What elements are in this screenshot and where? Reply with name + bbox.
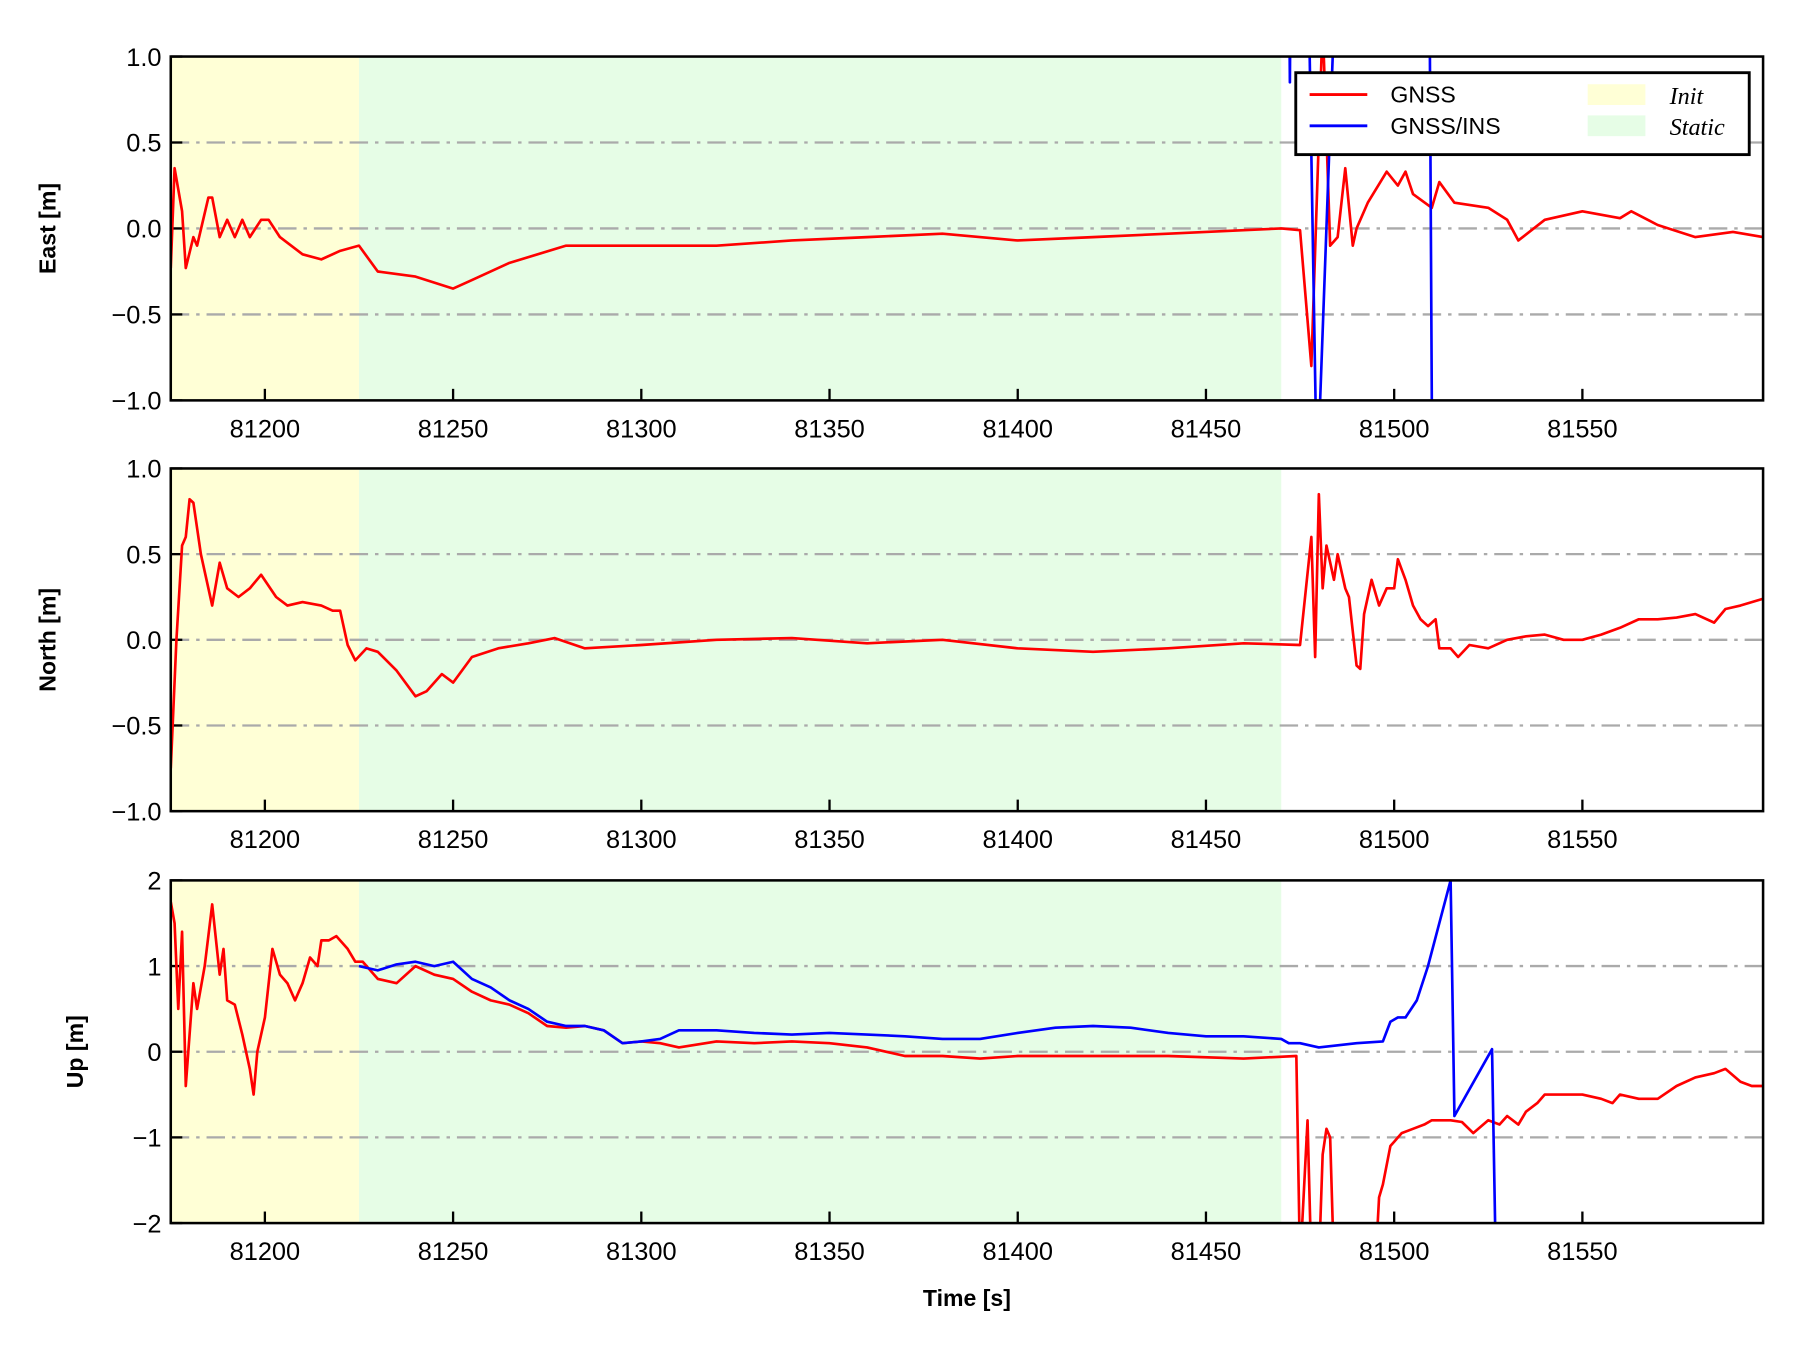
x-tick-label: 81250 <box>418 1238 489 1266</box>
legend-label-static: Static <box>1670 114 1725 141</box>
x-tick-label: 81400 <box>982 826 1053 854</box>
y-axis-label: East [m] <box>34 183 60 274</box>
x-tick-label: 81200 <box>230 415 301 443</box>
y-tick-label: −0.5 <box>111 302 161 330</box>
x-tick-label: 81500 <box>1359 826 1430 854</box>
x-tick-label: 81250 <box>418 415 489 443</box>
x-tick-label: 81300 <box>606 1238 677 1266</box>
x-tick-label: 81550 <box>1547 415 1618 443</box>
y-tick-label: 1.0 <box>126 44 161 72</box>
series-gnss-ins-line <box>358 880 1497 1224</box>
y-tick-label: 1.0 <box>126 456 161 484</box>
panel-1: 1.0 0.5 0.0 −0.5 −1.0 81200 81250 81300 81350 814… <box>34 456 1765 854</box>
plot-frame <box>169 879 1765 1225</box>
y-tick-label: −1 <box>133 1125 162 1153</box>
y-tick-label: −2 <box>133 1210 162 1238</box>
y-tick-label: 0 <box>147 1039 161 1067</box>
y-tick-label: 0.0 <box>126 216 161 244</box>
x-tick-label: 81300 <box>606 826 677 854</box>
x-tick-label: 81450 <box>1171 415 1242 443</box>
legend-swatch-static <box>1587 115 1646 137</box>
legend: GNSS GNSS/INS Init Static <box>1294 71 1751 157</box>
series-gnss-ins-line <box>1288 56 1434 401</box>
legend-label-init: Init <box>1669 83 1705 110</box>
x-tick-label: 81350 <box>794 826 865 854</box>
panel-2: 2 1 0 −1 −2 81200 81250 81300 81350 81400 81450 815… <box>62 868 1765 1266</box>
x-tick-label: 81500 <box>1359 415 1430 443</box>
x-tick-label: 81300 <box>606 415 677 443</box>
x-tick-label: 81350 <box>794 415 865 443</box>
y-tick-label: 0.5 <box>126 130 161 158</box>
legend-label-gnss: GNSS <box>1390 82 1455 108</box>
series-gnss-line <box>170 492 1764 769</box>
y-tick-label: −1.0 <box>111 388 161 416</box>
y-tick-label: 1 <box>147 953 161 981</box>
y-tick-label: 0.5 <box>126 541 161 569</box>
legend-label-gnss-ins: GNSS/INS <box>1390 113 1500 139</box>
panel-0: 1.0 0.5 0.0 −0.5 −1.0 81200 81250 81300 81350 814… <box>34 44 1765 443</box>
y-axis-label: Up [m] <box>62 1015 88 1088</box>
y-tick-label: 0.0 <box>126 627 161 655</box>
x-tick-label: 81550 <box>1547 1238 1618 1266</box>
series-gnss-line <box>170 56 1764 368</box>
x-tick-label: 81350 <box>794 1238 865 1266</box>
y-tick-label: −0.5 <box>111 713 161 741</box>
x-tick-label: 81200 <box>230 826 301 854</box>
legend-swatch-init <box>1587 84 1646 105</box>
x-tick-label: 81550 <box>1547 826 1618 854</box>
x-tick-label: 81400 <box>982 415 1053 443</box>
x-axis-label: Time [s] <box>923 1285 1011 1311</box>
x-tick-label: 81450 <box>1171 826 1242 854</box>
x-tick-label: 81250 <box>418 826 489 854</box>
x-tick-label: 81200 <box>230 1238 301 1266</box>
x-tick-label: 81450 <box>1171 1238 1242 1266</box>
x-tick-label: 81500 <box>1359 1238 1430 1266</box>
y-axis-label: North [m] <box>34 588 60 692</box>
plot-frame <box>169 55 1765 402</box>
series-gnss-line <box>170 901 1764 1224</box>
y-tick-label: −1.0 <box>111 798 161 826</box>
plot-frame <box>169 467 1765 813</box>
y-tick-label: 2 <box>147 868 161 896</box>
x-tick-label: 81400 <box>982 1238 1053 1266</box>
